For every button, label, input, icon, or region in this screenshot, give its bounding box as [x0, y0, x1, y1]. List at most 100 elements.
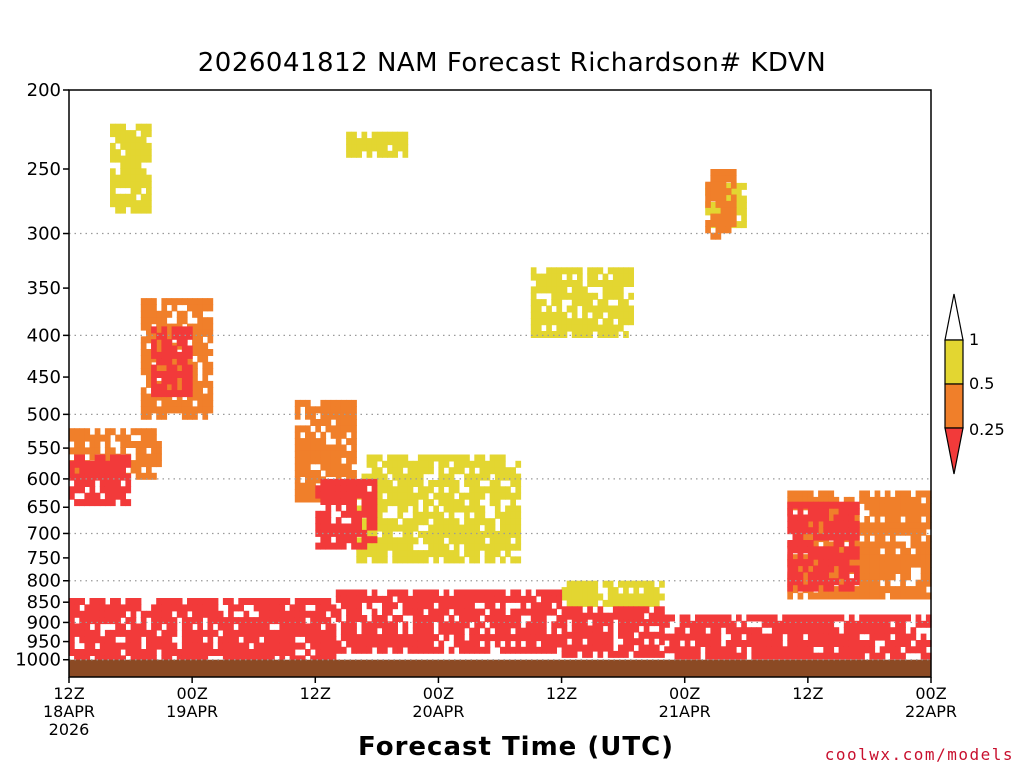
heatmap-cell-red	[725, 627, 732, 635]
heatmap-cell-yellow	[464, 473, 470, 481]
heatmap-cell-red	[320, 478, 327, 486]
heatmap-cell-red	[171, 598, 178, 605]
heatmap-cell-yellow	[443, 550, 450, 558]
heatmap-cell-red	[628, 606, 634, 614]
heatmap-cell-red	[679, 614, 686, 622]
heatmap-cell-red	[459, 595, 465, 603]
heatmap-cell-red	[402, 627, 409, 635]
heatmap-cell-red	[546, 646, 552, 654]
heatmap-cell-red	[843, 620, 850, 628]
heatmap-cell-red	[269, 636, 275, 644]
heatmap-cell-yellow	[736, 182, 742, 190]
heatmap-cell-yellow	[453, 460, 460, 468]
heatmap-cell-red	[74, 629, 80, 637]
heatmap-cell-red	[351, 517, 357, 525]
heatmap-cell-yellow	[500, 518, 506, 526]
heatmap-cell-red	[104, 480, 111, 487]
source-credit[interactable]: coolwx.com/models	[824, 745, 1014, 764]
heatmap-cell-orange	[299, 495, 306, 503]
heatmap-cell-yellow	[474, 543, 480, 551]
heatmap-cell-red	[541, 602, 547, 610]
heatmap-cell-red	[551, 640, 557, 648]
heatmap-cell-red	[120, 473, 126, 481]
heatmap-cell-yellow	[140, 123, 147, 131]
heatmap-cell-orange	[884, 516, 891, 523]
heatmap-cell-red	[828, 646, 835, 654]
heatmap-cell-yellow	[146, 206, 152, 214]
heatmap-cell-red	[320, 523, 327, 531]
heatmap-cell-red	[648, 650, 655, 658]
heatmap-cell-red	[854, 552, 860, 560]
heatmap-cell-red	[561, 644, 568, 652]
heatmap-cell-red	[720, 620, 727, 628]
heatmap-cell-red	[884, 620, 891, 628]
heatmap-cell-yellow	[587, 599, 593, 607]
heatmap-cell-red	[130, 598, 137, 605]
heatmap-cell-yellow	[607, 331, 614, 338]
heatmap-cell-red	[459, 634, 465, 642]
heatmap-cell-yellow	[736, 208, 742, 216]
heatmap-cell-yellow	[423, 511, 429, 519]
heatmap-cell-red	[500, 595, 506, 603]
heatmap-cell-red	[84, 610, 91, 618]
heatmap-cell-orange	[900, 567, 906, 574]
heatmap-cell-orange	[151, 406, 157, 414]
heatmap-cell-red	[258, 649, 265, 656]
heatmap-cell-yellow	[530, 311, 537, 319]
heatmap-cell-red	[448, 627, 455, 635]
heatmap-cell-red	[335, 608, 342, 616]
heatmap-cell-yellow	[453, 537, 460, 545]
heatmap-cell-orange	[69, 428, 75, 436]
heatmap-cell-red	[151, 351, 157, 359]
heatmap-cell-red	[541, 608, 547, 616]
heatmap-cell-red	[156, 610, 162, 618]
heatmap-cell-orange	[310, 450, 316, 458]
heatmap-cell-orange	[305, 412, 311, 420]
heatmap-cell-red	[166, 623, 173, 631]
heatmap-cell-red	[828, 640, 835, 647]
heatmap-cell-yellow	[479, 505, 486, 513]
heatmap-cell-red	[854, 652, 860, 660]
heatmap-cell-yellow	[638, 599, 645, 607]
heatmap-cell-red	[356, 517, 362, 525]
heatmap-cell-red	[84, 492, 91, 500]
heatmap-cell-red	[787, 508, 793, 516]
heatmap-cell-yellow	[443, 460, 450, 468]
heatmap-cell-orange	[294, 431, 301, 439]
heatmap-cell-yellow	[402, 144, 409, 152]
heatmap-cell-yellow	[556, 292, 563, 300]
heatmap-cell-red	[741, 620, 747, 628]
heatmap-cell-orange	[905, 586, 911, 594]
heatmap-cell-red	[356, 608, 362, 616]
heatmap-cell-red	[623, 650, 629, 658]
heatmap-cell-red	[212, 604, 219, 612]
heatmap-cell-red	[412, 608, 419, 616]
heatmap-cell-yellow	[135, 136, 142, 144]
heatmap-cell-red	[156, 623, 162, 631]
heatmap-cell-red	[797, 614, 804, 622]
heatmap-cell-yellow	[366, 550, 373, 558]
heatmap-cell-orange	[720, 213, 727, 221]
heatmap-cell-red	[207, 636, 214, 644]
heatmap-cell-red	[474, 589, 480, 597]
heatmap-cell-yellow	[469, 460, 475, 468]
heatmap-cell-yellow	[628, 292, 634, 300]
heatmap-cell-red	[387, 627, 393, 635]
heatmap-cell-yellow	[607, 292, 614, 300]
heatmap-cell-orange	[725, 188, 732, 196]
heatmap-cell-orange	[859, 528, 865, 536]
heatmap-cell-red	[120, 610, 126, 618]
heatmap-cell-red	[305, 649, 311, 656]
heatmap-cell-red	[679, 633, 686, 641]
heatmap-cell-red	[546, 608, 552, 616]
heatmap-cell-red	[838, 640, 845, 647]
heatmap-cell-orange	[320, 438, 327, 446]
heatmap-cell-orange	[325, 444, 332, 452]
heatmap-cell-orange	[864, 579, 870, 587]
heatmap-cell-yellow	[489, 492, 496, 500]
heatmap-cell-yellow	[494, 473, 501, 481]
heatmap-cell-orange	[202, 393, 209, 401]
heatmap-cell-orange	[884, 509, 891, 517]
heatmap-cell-orange	[802, 496, 809, 504]
y-tick-label-600: 600	[27, 469, 61, 490]
